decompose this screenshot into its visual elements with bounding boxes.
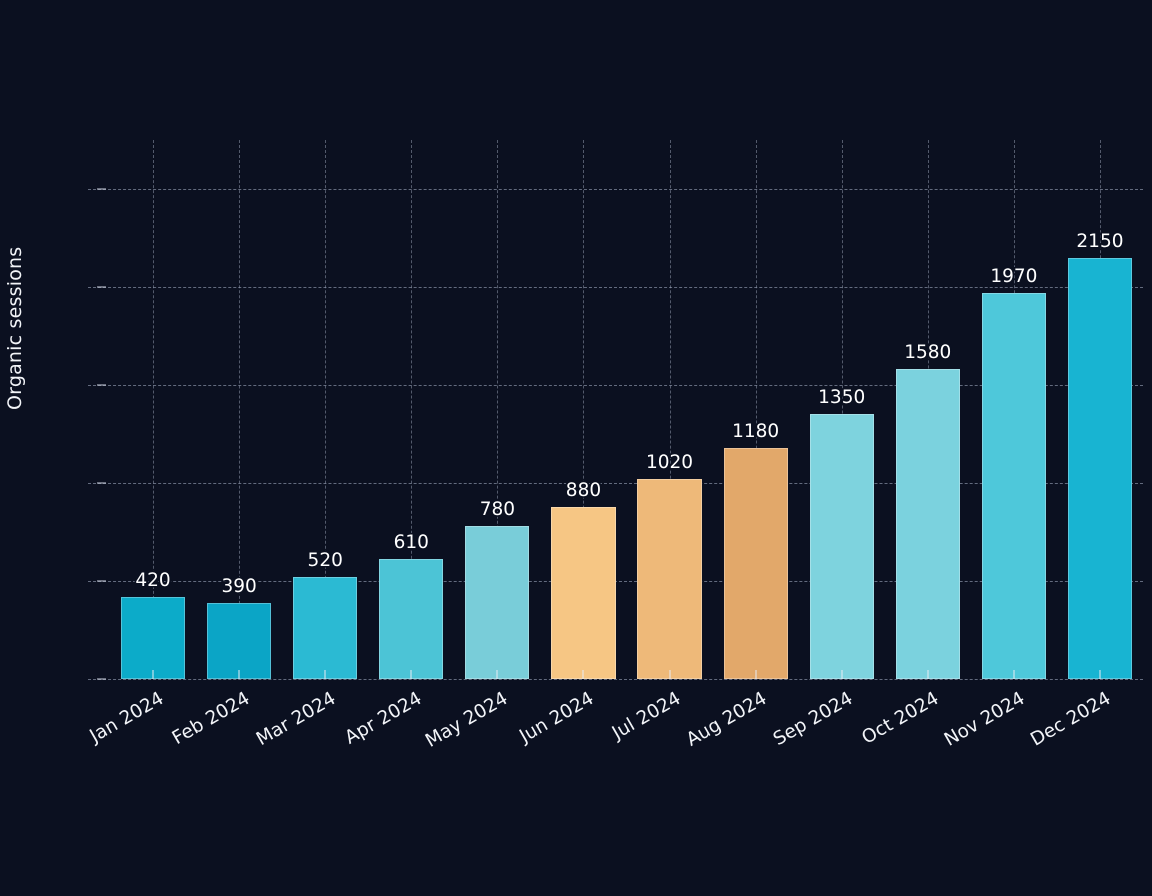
x-axis-tick-mark [1099, 670, 1101, 679]
gridline-horizontal [88, 189, 1143, 190]
x-axis-tick-label: Sep 2024 [769, 688, 857, 751]
x-axis-tick-label: Jan 2024 [86, 688, 168, 747]
x-axis-tick-label: May 2024 [422, 688, 512, 752]
x-axis-tick-mark [324, 670, 326, 679]
x-axis-tick-label: Feb 2024 [168, 688, 254, 750]
gridline-vertical [583, 140, 585, 679]
y-axis-tick-mark [97, 678, 106, 680]
gridline-horizontal [88, 385, 1143, 386]
x-axis-tick-mark [152, 670, 154, 679]
bar-value-label: 1020 [645, 452, 694, 474]
bar[interactable] [723, 447, 788, 679]
gridline-vertical [153, 140, 155, 679]
bar-value-label: 1580 [904, 342, 952, 364]
bar[interactable] [379, 559, 444, 679]
x-axis-tick-label: Jun 2024 [516, 688, 598, 748]
bar[interactable] [551, 506, 616, 679]
bar[interactable] [207, 602, 272, 679]
gridline-vertical [755, 140, 757, 679]
x-axis-tick-label: Jul 2024 [608, 688, 685, 744]
gridline-vertical [325, 140, 327, 679]
gridline-vertical [841, 140, 843, 679]
x-axis-tick-label: Apr 2024 [341, 688, 426, 749]
y-axis-tick-mark [97, 482, 106, 484]
bar[interactable] [465, 526, 530, 679]
bar[interactable] [293, 577, 358, 679]
bar[interactable] [981, 292, 1046, 679]
gridline-vertical [669, 140, 671, 679]
x-axis-tick-label: Dec 2024 [1027, 688, 1115, 751]
bar-value-label: 420 [135, 569, 171, 591]
bar-value-label: 2150 [1076, 230, 1124, 252]
bar-value-label: 610 [393, 532, 429, 554]
gridline-vertical [239, 140, 241, 679]
y-axis-label: Organic sessions [4, 246, 26, 410]
bar-value-label: 780 [479, 499, 516, 521]
x-axis-tick-mark [1013, 670, 1015, 679]
bar[interactable] [895, 369, 960, 679]
bar[interactable] [1067, 257, 1133, 679]
gridline-vertical [411, 140, 413, 679]
gridline-horizontal [88, 679, 1143, 680]
y-axis-tick-mark [97, 580, 106, 582]
x-axis-tick-mark [841, 670, 843, 679]
bar[interactable] [120, 596, 186, 679]
bar-value-label: 1350 [818, 387, 866, 409]
x-axis-tick-mark [238, 670, 240, 679]
y-axis-tick-mark [97, 286, 106, 288]
gridline-vertical [497, 140, 499, 679]
x-axis-tick-mark [582, 670, 584, 679]
bar-value-label: 1970 [990, 265, 1038, 287]
x-axis-tick-mark [669, 670, 671, 679]
bar[interactable] [637, 479, 702, 679]
y-axis-tick-mark [97, 384, 106, 386]
x-axis-tick-mark [755, 670, 757, 679]
x-axis-tick-label: Mar 2024 [253, 688, 340, 751]
x-axis-tick-mark [496, 670, 498, 679]
bar-value-label: 880 [565, 479, 602, 501]
x-axis-tick-mark [410, 670, 412, 679]
gridline-horizontal [88, 483, 1143, 484]
bar-value-label: 520 [307, 550, 343, 572]
plot-area: 05001000150020002500 4203905206107808801… [88, 140, 1143, 680]
x-axis-tick-label: Oct 2024 [858, 688, 943, 749]
y-axis-tick-mark [97, 188, 106, 190]
bar-value-label: 1180 [732, 420, 780, 442]
bar[interactable] [809, 414, 874, 679]
x-axis-tick-label: Aug 2024 [682, 688, 771, 751]
x-axis-tick-label: Nov 2024 [940, 688, 1029, 751]
gridline-horizontal [88, 287, 1143, 288]
bar-value-label: 390 [221, 575, 257, 597]
x-axis-tick-mark [927, 670, 929, 679]
